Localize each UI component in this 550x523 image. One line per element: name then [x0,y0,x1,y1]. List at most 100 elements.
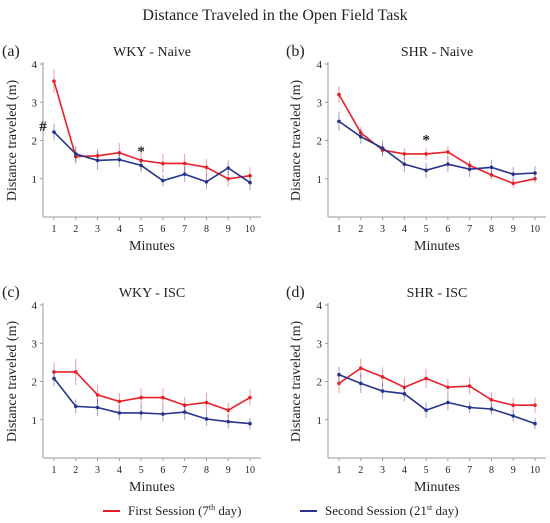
data-point-d-first-session-9 [511,403,516,408]
data-point-a-second-session-7 [182,172,187,176]
data-point-d-second-session-4 [402,391,407,396]
data-point-d-second-session-7 [467,405,472,410]
data-point-b-second-session-1 [337,119,341,124]
y-axis-label-b: Distance traveled (m) [289,80,304,202]
data-point-d-first-session-5 [424,376,428,381]
x-tick-label-d-3: 3 [380,465,385,476]
series-line-c-second-session [53,377,251,425]
y-tick-label-b-4: 4 [317,59,323,71]
x-tick-label-a-3: 3 [95,224,100,235]
y-tick-label-c-1: 1 [32,415,38,427]
data-point-d-first-session-3 [380,375,385,379]
x-tick-label-d-2: 2 [358,465,363,476]
data-point-a-second-session-1 [52,130,56,134]
data-point-c-second-session-4 [117,411,122,415]
x-tick-label-d-5: 5 [424,465,429,476]
data-point-b-first-session-4 [402,152,407,156]
data-point-b-first-session-8 [489,173,494,177]
x-axis-label-c: Minutes [129,480,175,495]
x-axis-label-a: Minutes [129,239,175,254]
data-point-d-second-session-5 [424,408,428,412]
data-point-a-first-session-6 [161,161,165,166]
x-tick-label-d-4: 4 [402,465,407,476]
x-tick-label-c-9: 9 [226,465,231,476]
data-point-d-second-session-10 [533,421,537,426]
panel-title-a: WKY - Naive [113,45,191,60]
y-tick-label-d-3: 3 [317,338,323,350]
x-tick-label-d-9: 9 [511,465,516,476]
data-point-b-second-session-4 [402,162,407,167]
y-tick-label-d-4: 4 [317,300,323,312]
panel-label-b: (b) [286,43,305,60]
y-tick-label-d-2: 2 [317,377,323,389]
data-point-d-second-session-3 [380,389,385,393]
data-point-b-first-session-10 [533,176,537,181]
y-axis-label-c: Distance traveled (m) [5,321,20,443]
x-tick-label-a-5: 5 [139,224,144,235]
data-point-d-first-session-8 [489,398,494,402]
x-tick-label-a-4: 4 [117,224,122,235]
annotation-a-asterisk: * [137,144,145,160]
data-point-b-second-session-10 [533,171,537,175]
x-axis-label-b: Minutes [414,239,460,254]
data-point-a-second-session-4 [117,157,122,162]
y-tick-label-a-1: 1 [32,174,38,186]
data-point-d-second-session-8 [489,407,494,411]
data-point-a-second-session-2 [73,152,78,156]
panel-label-a: (a) [2,43,20,60]
data-point-b-first-session-1 [337,92,341,97]
data-point-b-second-session-8 [489,165,494,170]
panel-a: (a) WKY - Naive 1 2 3 4 1 2 3 4 5 6 7 8 9 10 Minutes Dist… [2,43,261,254]
y-tick-label-a-4: 4 [32,59,38,71]
data-point-c-second-session-1 [52,376,56,381]
annotation-b-asterisk: * [422,132,430,148]
series-line-b-second-session [338,120,536,176]
panel-label-d: (d) [286,284,305,301]
data-point-c-first-session-9 [226,408,231,412]
data-point-a-first-session-9 [226,176,231,181]
data-point-d-first-session-6 [446,385,450,390]
panel-title-d: SHR - ISC [407,286,468,301]
panel-label-c: (c) [2,284,20,301]
data-point-c-second-session-8 [204,417,209,421]
x-tick-label-a-8: 8 [204,224,209,235]
data-point-d-first-session-1 [337,381,341,386]
data-point-d-first-session-4 [402,385,407,390]
data-point-a-first-session-5 [139,158,143,163]
data-point-b-second-session-2 [358,134,363,139]
figure-title: Distance Traveled in the Open Field Task [142,7,407,24]
data-point-a-second-session-10 [248,180,252,185]
y-axis-label-a: Distance traveled (m) [5,80,20,202]
series-line-a-second-session [53,131,251,184]
data-point-c-second-session-3 [95,405,100,410]
x-axis-label-d: Minutes [414,480,460,495]
x-tick-label-b-2: 2 [358,224,363,235]
x-tick-label-b-5: 5 [424,224,429,235]
data-point-b-first-session-2 [358,131,363,135]
series-line-a-first-session [53,80,251,180]
data-point-c-first-session-2 [73,370,78,374]
data-point-d-first-session-10 [533,403,537,408]
data-point-c-first-session-10 [248,395,252,400]
data-point-b-second-session-5 [424,168,428,173]
data-point-c-second-session-10 [248,421,252,426]
panel-d: (d) SHR - ISC 1 2 3 4 1 2 3 4 5 6 7 8 9 10 Minutes Distan… [286,284,546,495]
data-point-d-first-session-2 [358,366,363,370]
x-tick-label-a-1: 1 [52,224,57,235]
panel-b: (b) SHR - Naive 1 2 3 4 1 2 3 4 5 6 7 8 9 10 Minutes Dist… [286,43,546,254]
y-tick-label-a-2: 2 [32,136,38,148]
x-tick-label-b-10: 10 [530,224,540,235]
data-point-c-second-session-5 [139,411,143,415]
series-line-b-first-session [338,94,536,185]
x-tick-label-a-7: 7 [182,224,187,235]
data-point-d-second-session-6 [446,400,450,405]
data-point-c-second-session-7 [182,410,187,414]
x-tick-label-b-6: 6 [445,224,450,235]
series-line-d-first-session [338,367,535,407]
x-tick-label-c-5: 5 [139,465,144,476]
panel-c: (c) WKY - ISC 1 2 3 4 1 2 3 4 5 6 7 8 9 10 Minutes Distan… [2,284,261,495]
x-tick-label-c-10: 10 [245,465,255,476]
y-tick-label-c-2: 2 [32,377,38,389]
x-tick-label-b-7: 7 [467,224,472,235]
